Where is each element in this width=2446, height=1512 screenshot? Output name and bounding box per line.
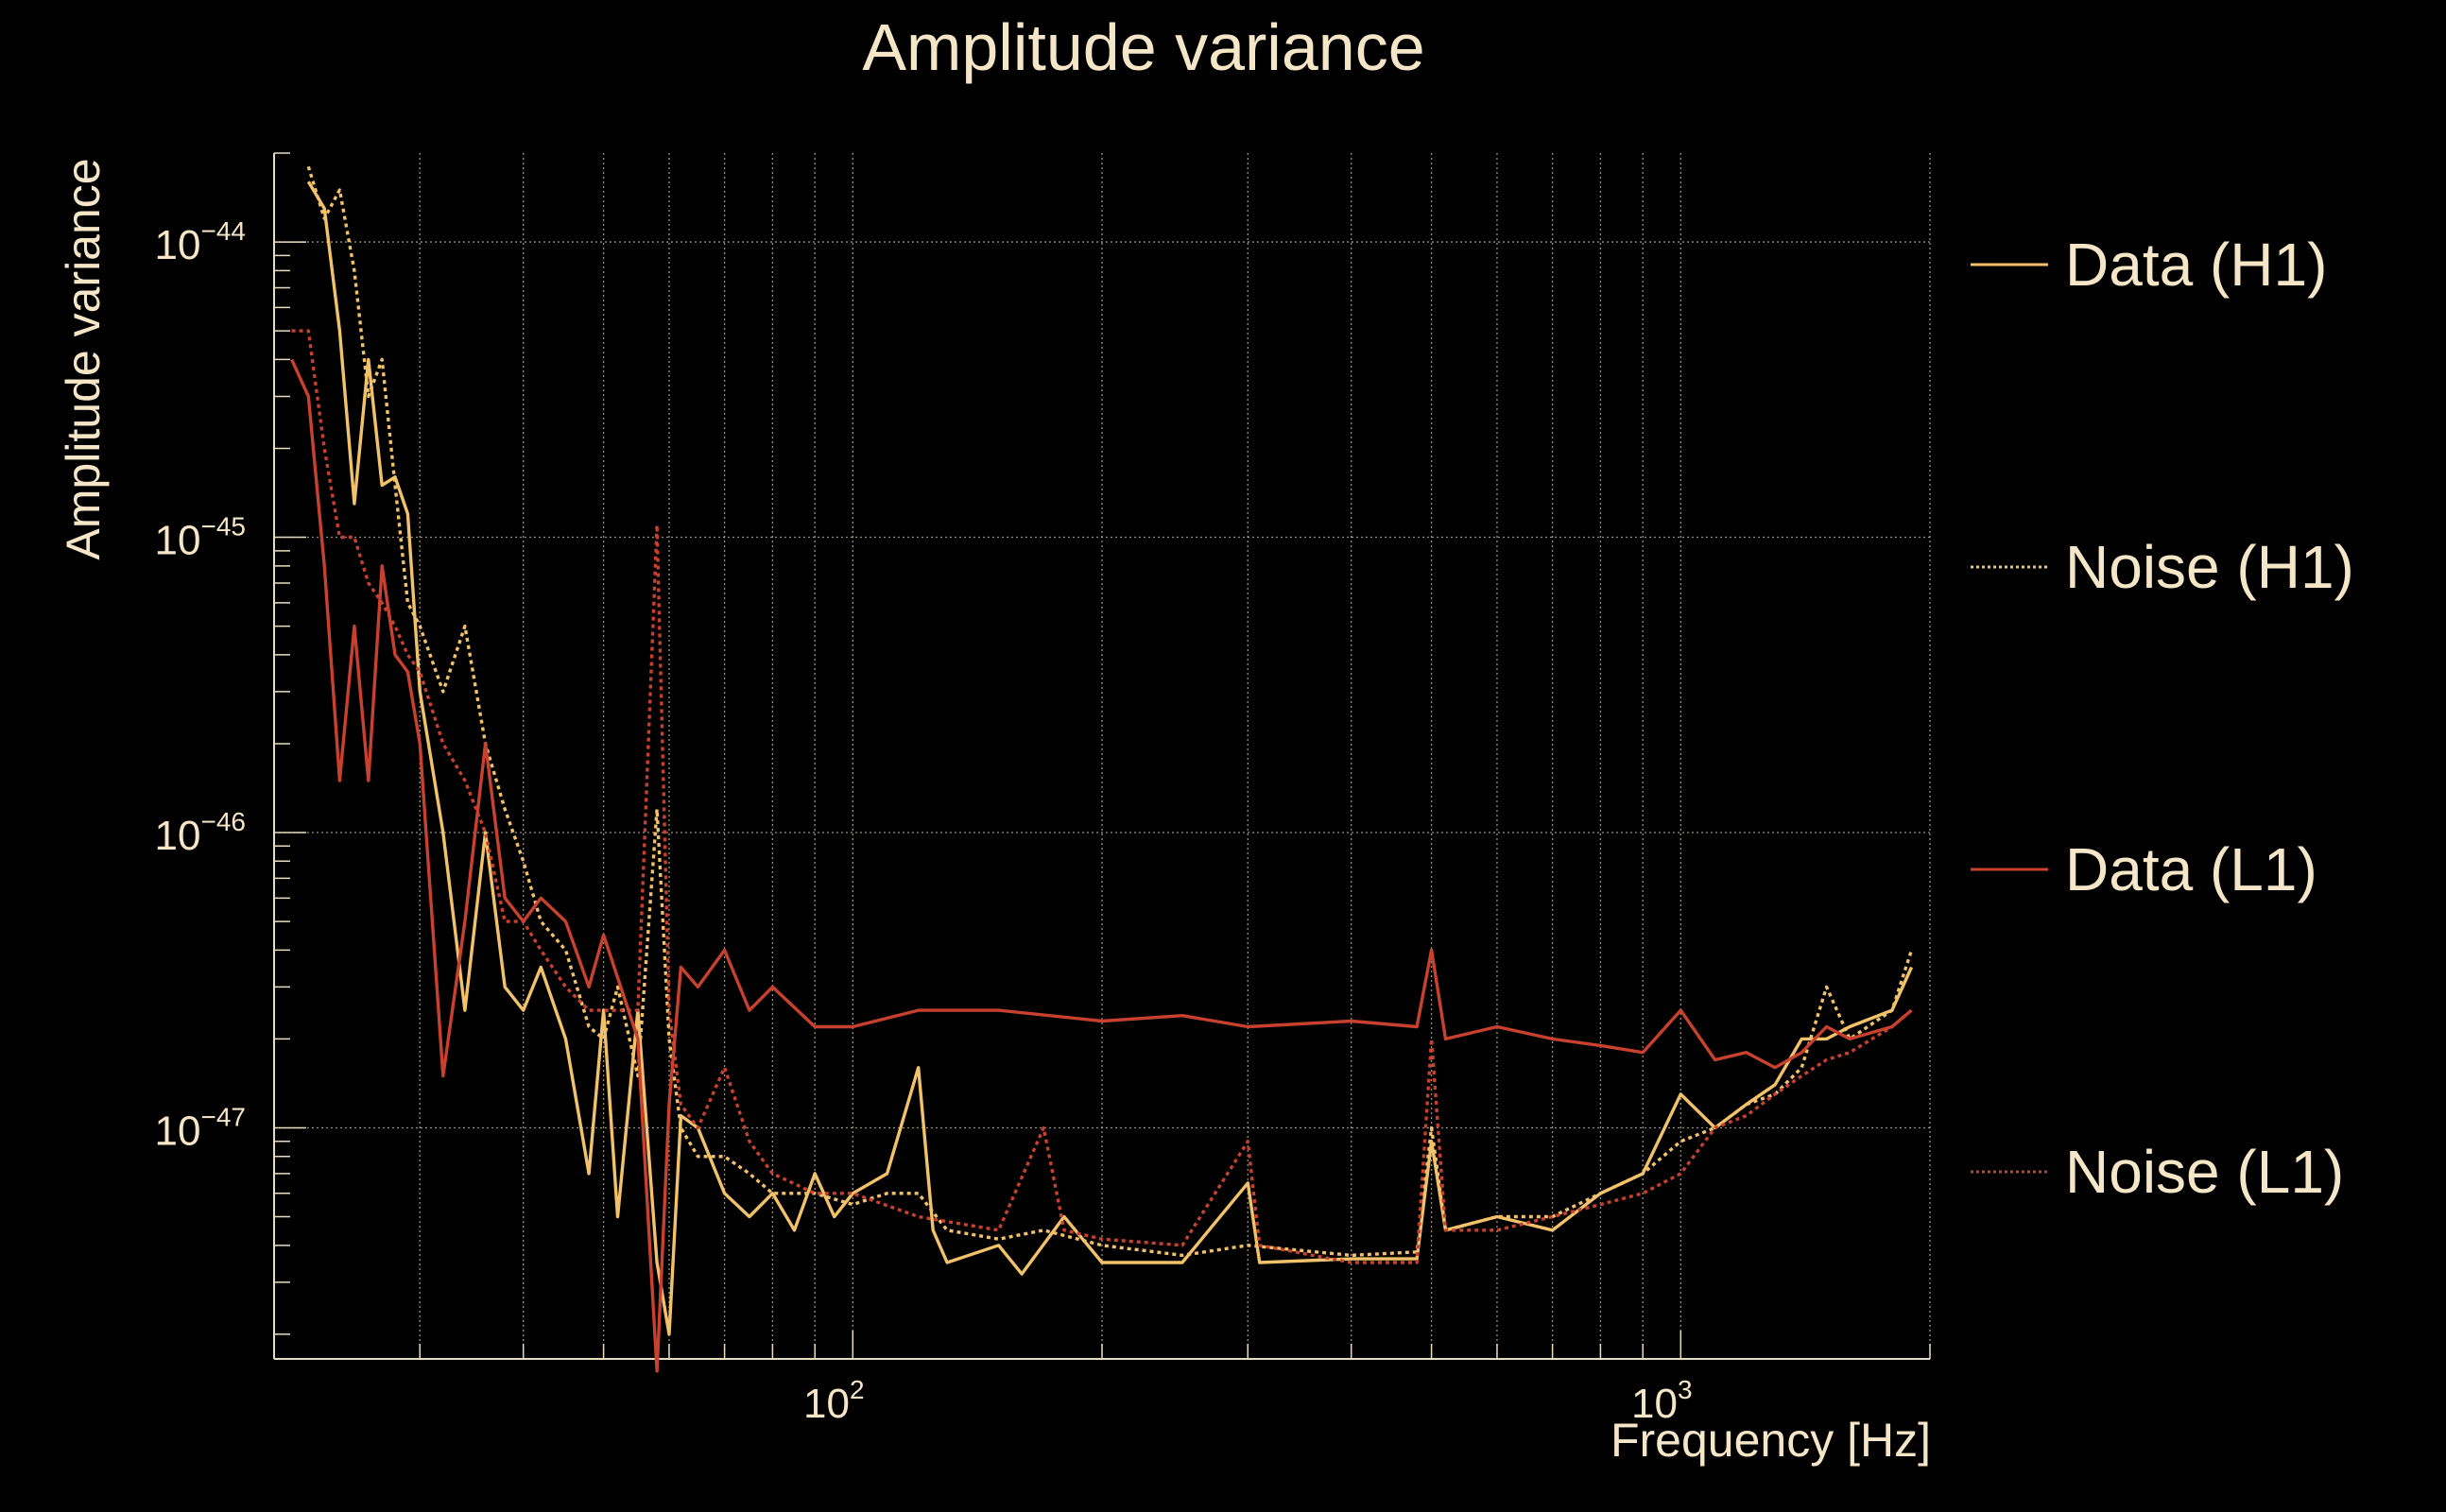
legend-item-noise-h1: Noise (H1): [1971, 529, 2354, 605]
legend-item-data-l1: Data (L1): [1971, 832, 2317, 907]
series-line-noise-l1: [291, 329, 1913, 1264]
legend-item-data-h1: Data (H1): [1971, 227, 2327, 302]
x-tick-label: 103: [1631, 1375, 1693, 1427]
x-tick-label: 102: [803, 1375, 865, 1427]
series-line-data-l1: [290, 358, 1913, 1373]
legend-label: Data (L1): [2065, 835, 2317, 903]
axes: 10−44 10−45 10−46 10−47 102 103: [155, 152, 1931, 1427]
y-tick-label: 10−44: [155, 216, 246, 268]
legend-swatch: [1971, 565, 2048, 569]
y-axis-label: Amplitude variance: [57, 158, 110, 560]
series-group: [290, 165, 1914, 1373]
y-tick-label: 10−46: [155, 807, 246, 859]
legend-swatch: [1971, 868, 2048, 871]
legend-label: Noise (H1): [2065, 533, 2354, 601]
legend-swatch: [1971, 1170, 2048, 1174]
y-tick-label: 10−47: [155, 1102, 246, 1154]
chart-title: Amplitude variance: [862, 10, 1425, 84]
legend-swatch: [1971, 263, 2048, 266]
legend-label: Noise (L1): [2065, 1138, 2345, 1206]
y-tick-label: 10−45: [155, 512, 246, 564]
series-line-noise-h1: [306, 165, 1914, 1258]
grid: [273, 153, 1931, 1359]
series-line-data-h1: [306, 180, 1914, 1336]
legend-label: Data (H1): [2065, 231, 2328, 299]
x-axis-label: Frequency [Hz]: [1610, 1414, 1931, 1467]
legend-item-noise-l1: Noise (L1): [1971, 1134, 2344, 1210]
